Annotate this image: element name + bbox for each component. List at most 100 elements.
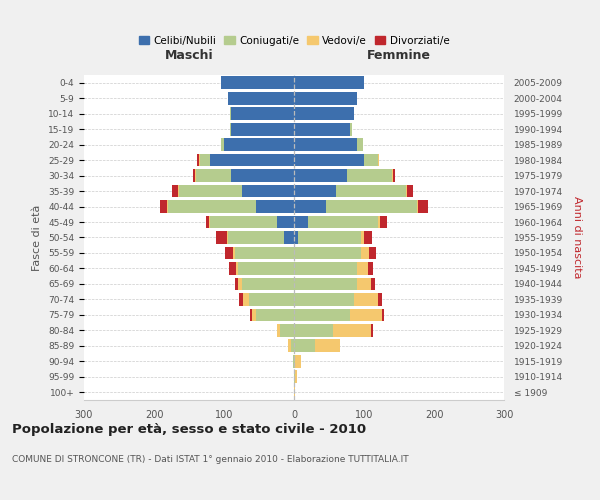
Bar	[193, 169, 294, 182]
Bar	[294, 324, 373, 336]
Bar	[294, 200, 418, 213]
Bar	[250, 308, 294, 321]
Bar	[210, 154, 294, 166]
Bar	[294, 169, 395, 182]
Bar	[294, 154, 364, 166]
Bar	[294, 123, 350, 136]
Bar	[280, 324, 294, 336]
Bar	[227, 92, 294, 104]
Bar	[277, 324, 294, 336]
Bar	[236, 262, 294, 275]
Bar	[294, 308, 350, 321]
Bar	[229, 262, 294, 275]
Bar	[199, 154, 294, 166]
Bar	[224, 246, 294, 260]
Bar	[294, 216, 308, 228]
Bar	[294, 246, 376, 260]
Bar	[294, 231, 364, 244]
Bar	[294, 231, 361, 244]
Bar	[294, 76, 364, 89]
Bar	[294, 370, 297, 383]
Bar	[294, 216, 387, 228]
Bar	[294, 169, 392, 182]
Bar	[289, 340, 294, 352]
Bar	[172, 184, 294, 198]
Bar	[294, 355, 301, 368]
Bar	[294, 355, 301, 368]
Bar	[221, 138, 294, 151]
Bar	[294, 184, 407, 198]
Bar	[294, 231, 298, 244]
Bar	[294, 123, 352, 136]
Bar	[178, 184, 294, 198]
Bar	[294, 123, 352, 136]
Bar	[231, 123, 294, 136]
Bar	[230, 108, 294, 120]
Bar	[235, 246, 294, 260]
Bar	[221, 76, 294, 89]
Bar	[294, 184, 336, 198]
Bar	[227, 92, 294, 104]
Bar	[210, 216, 294, 228]
Bar	[294, 154, 379, 166]
Bar	[294, 324, 332, 336]
Bar	[294, 108, 354, 120]
Bar	[230, 123, 294, 136]
Bar	[294, 92, 357, 104]
Bar	[243, 293, 294, 306]
Bar	[231, 108, 294, 120]
Bar	[160, 200, 294, 213]
Bar	[294, 216, 378, 228]
Bar	[294, 340, 340, 352]
Bar	[199, 154, 294, 166]
Bar	[294, 154, 378, 166]
Bar	[221, 138, 294, 151]
Bar	[277, 324, 294, 336]
Bar	[289, 340, 294, 352]
Bar	[227, 231, 294, 244]
Bar	[294, 169, 347, 182]
Bar	[168, 200, 294, 213]
Bar	[294, 200, 325, 213]
Y-axis label: Anni di nascita: Anni di nascita	[572, 196, 583, 279]
Bar	[221, 138, 294, 151]
Bar	[294, 278, 371, 290]
Bar	[230, 123, 294, 136]
Bar	[196, 169, 294, 182]
Text: COMUNE DI STRONCONE (TR) - Dati ISTAT 1° gennaio 2010 - Elaborazione TUTTITALIA.: COMUNE DI STRONCONE (TR) - Dati ISTAT 1°…	[12, 455, 409, 464]
Bar	[294, 123, 352, 136]
Bar	[224, 138, 294, 151]
Bar	[294, 246, 369, 260]
Bar	[294, 262, 373, 275]
Bar	[294, 293, 353, 306]
Bar	[294, 293, 378, 306]
Bar	[294, 184, 406, 198]
Bar	[294, 169, 392, 182]
Bar	[294, 108, 354, 120]
Bar	[294, 92, 357, 104]
Bar	[221, 76, 294, 89]
Bar	[294, 370, 295, 383]
Bar	[294, 386, 295, 398]
Bar	[209, 216, 294, 228]
Bar	[294, 324, 371, 336]
Bar	[241, 184, 294, 198]
Bar	[294, 246, 361, 260]
Bar	[294, 138, 362, 151]
Text: Maschi: Maschi	[164, 49, 214, 62]
Bar	[294, 340, 340, 352]
Bar	[294, 386, 295, 398]
Bar	[294, 154, 379, 166]
Bar	[294, 278, 374, 290]
Bar	[294, 92, 357, 104]
Bar	[235, 278, 294, 290]
Bar	[256, 308, 294, 321]
Bar	[227, 231, 294, 244]
Text: Femmine: Femmine	[367, 49, 431, 62]
Bar	[239, 293, 294, 306]
Bar	[293, 355, 294, 368]
Bar	[256, 200, 294, 213]
Bar	[179, 184, 294, 198]
Bar	[293, 355, 294, 368]
Bar	[294, 138, 362, 151]
